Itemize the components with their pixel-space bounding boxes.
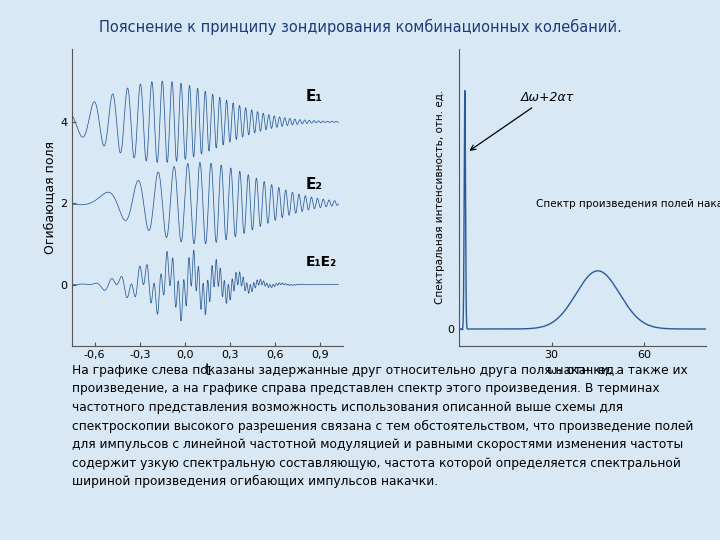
Text: E₁: E₁ (305, 90, 323, 105)
Text: Δω+2ατ: Δω+2ατ (470, 91, 574, 150)
X-axis label: t: t (204, 363, 210, 378)
Text: Пояснение к принципу зондирования комбинационных колебаний.: Пояснение к принципу зондирования комбин… (99, 19, 621, 35)
Y-axis label: Спектральная интенсивность, отн. ед.: Спектральная интенсивность, отн. ед. (435, 90, 445, 304)
Text: На графике слева показаны задержанные друг относительно друга поля накачки, а та: На графике слева показаны задержанные др… (72, 364, 693, 488)
X-axis label: ω₁ отн. ед.: ω₁ отн. ед. (547, 363, 618, 376)
Y-axis label: Огибающая поля: Огибающая поля (43, 140, 56, 254)
Text: E₁E₂: E₁E₂ (305, 255, 336, 269)
Text: E₂: E₂ (305, 177, 323, 192)
Text: Спектр произведения полей накачки: Спектр произведения полей накачки (536, 199, 720, 210)
